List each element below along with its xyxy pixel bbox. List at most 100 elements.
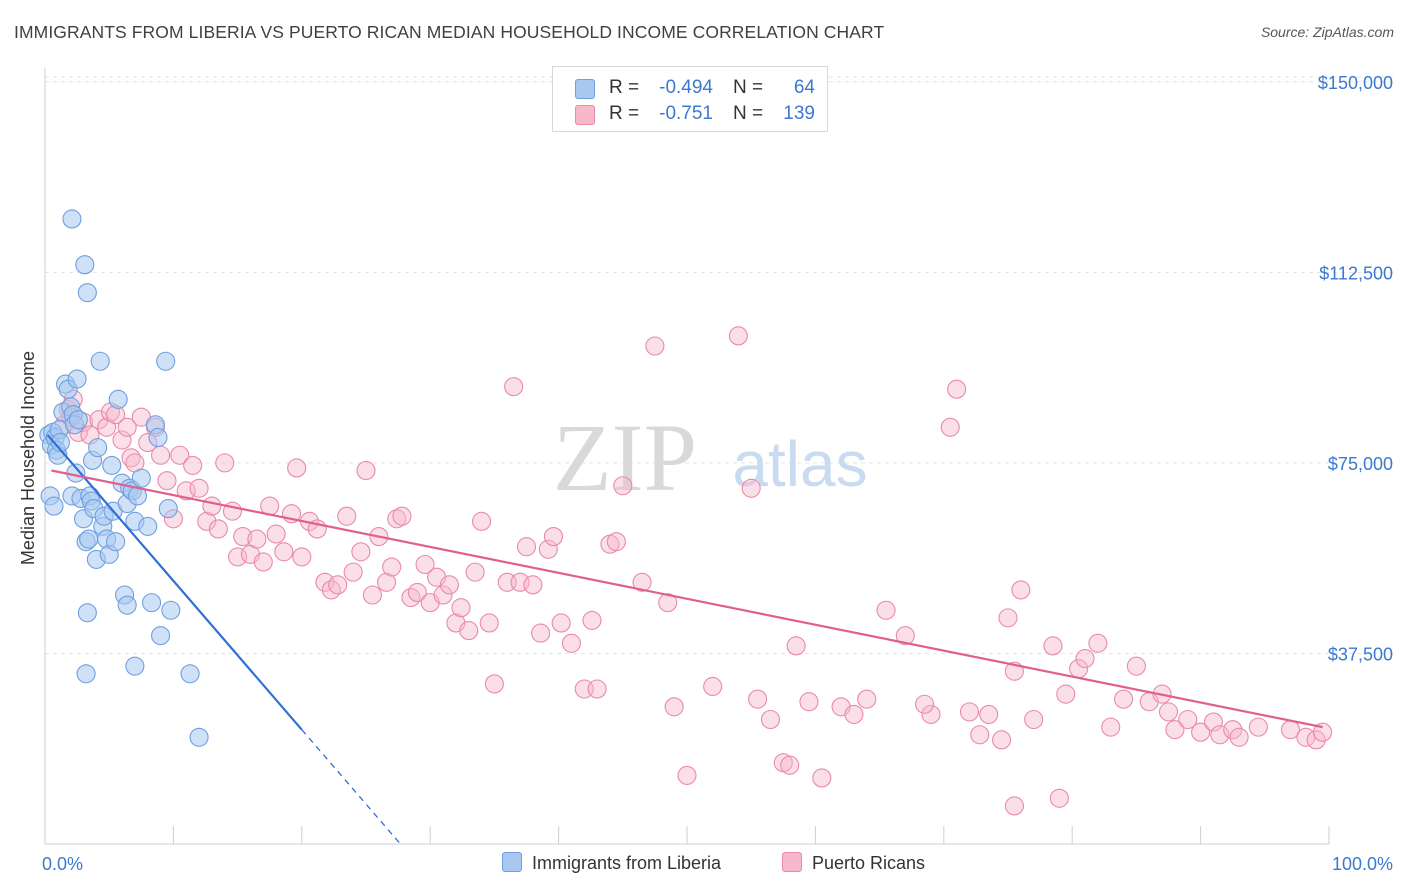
puerto-rican-point [543, 527, 564, 547]
liberia-legend-swatch [502, 852, 522, 872]
liberia-point [148, 427, 168, 448]
puerto-rican-point [582, 610, 602, 630]
r-label: R = [609, 103, 640, 124]
puerto-rican-point [921, 704, 941, 724]
puerto-rican-point [538, 539, 558, 559]
liberia-point [44, 496, 64, 516]
puerto-rican-point [439, 575, 460, 595]
r-value: -0.751 [659, 103, 713, 124]
puerto-rican-point [479, 613, 499, 633]
puerto-rican-point [382, 557, 402, 577]
puerto-rican-point [1229, 727, 1249, 747]
liberia-point [90, 351, 110, 371]
liberia-trend-line [46, 434, 303, 731]
data-points [39, 209, 1333, 816]
n-value: 64 [793, 77, 815, 98]
chart-title: IMMIGRANTS FROM LIBERIA VS PUERTO RICAN … [14, 22, 885, 42]
liberia-point [180, 664, 200, 684]
liberia-point [50, 433, 70, 453]
puerto-rican-point [1056, 684, 1076, 704]
puerto-rican-point [121, 448, 141, 468]
y-tick-label: $150,000 [1318, 73, 1393, 93]
puerto-rican-point [1203, 712, 1223, 732]
n-label: N = [733, 77, 764, 98]
puerto-rican-point [1043, 636, 1063, 656]
puerto-rican-point [947, 379, 967, 399]
source-label: Source: ZipAtlas.com [1260, 24, 1394, 40]
puerto-rican-point [748, 689, 768, 709]
puerto-rican-point [484, 674, 504, 694]
puerto-rican-point [1004, 796, 1024, 816]
liberia-point [189, 727, 209, 747]
trend-lines [46, 434, 1323, 845]
puerto-rican-point [1178, 709, 1198, 730]
puerto-rican-point [1011, 580, 1031, 600]
liberia-swatch [575, 79, 595, 99]
puerto-ricans-legend-label: Puerto Ricans [812, 853, 926, 873]
r-value: -0.494 [659, 77, 713, 98]
puerto-rican-point [613, 476, 633, 496]
liberia-point [79, 529, 99, 549]
legend-item-puerto-ricans: Puerto Ricans [782, 852, 925, 874]
liberia-legend-label: Immigrants from Liberia [532, 853, 722, 873]
puerto-ricans-legend-swatch [782, 852, 802, 872]
puerto-rican-point [606, 532, 626, 552]
puerto-rican-point [703, 676, 723, 697]
y-tick-label: $75,000 [1328, 454, 1393, 474]
puerto-rican-point [1049, 788, 1069, 808]
puerto-rican-point [587, 679, 607, 699]
puerto-rican-point [1248, 717, 1268, 737]
puerto-rican-point [208, 519, 228, 539]
liberia-point [77, 603, 97, 623]
legend-item-liberia: Immigrants from Liberia [502, 852, 721, 874]
liberia-point [75, 255, 95, 275]
puerto-rican-point [433, 585, 453, 605]
watermark: ZIP atlas [553, 404, 868, 511]
puerto-rican-point [247, 529, 267, 549]
puerto-rican-point [233, 527, 253, 547]
puerto-rican-point [197, 511, 217, 531]
puerto-rican-point [401, 587, 421, 608]
puerto-rican-point [266, 524, 286, 544]
r-label: R = [609, 77, 640, 98]
puerto-rican-point [392, 506, 412, 526]
puerto-rican-point [170, 445, 190, 465]
puerto-rican-point [645, 336, 665, 356]
puerto-rican-point [215, 453, 235, 473]
puerto-rican-point [376, 572, 397, 592]
puerto-rican-point [343, 562, 363, 582]
puerto-rican-point [561, 633, 581, 653]
x-tick-label-min: 0.0% [42, 854, 83, 874]
puerto-rican-point [351, 542, 371, 562]
puerto-rican-point [112, 430, 132, 450]
puerto-rican-point [914, 694, 935, 714]
puerto-rican-point [741, 478, 761, 498]
puerto-rican-point [1126, 656, 1146, 676]
puerto-rican-point [292, 547, 312, 567]
puerto-rican-point [328, 575, 348, 595]
puerto-rican-point [998, 608, 1018, 628]
puerto-rican-point [356, 460, 376, 481]
puerto-rican-point [151, 445, 171, 465]
y-tick-label: $37,500 [1328, 644, 1393, 664]
puerto-rican-point [970, 725, 990, 745]
puerto-rican-point [415, 554, 435, 575]
puerto-rican-point [1075, 648, 1095, 669]
puerto-rican-point [531, 623, 551, 643]
puerto-rican-point [189, 478, 209, 498]
puerto-rican-swatch [575, 105, 595, 125]
puerto-rican-point [664, 697, 684, 717]
liberia-point [138, 516, 158, 536]
puerto-rican-point [992, 730, 1012, 750]
puerto-rican-point [465, 562, 485, 582]
puerto-rican-point [117, 417, 137, 437]
y-tick-label: $112,500 [1319, 263, 1393, 283]
puerto-rican-point [337, 506, 357, 526]
liberia-point [77, 283, 97, 303]
liberia-point [102, 455, 122, 475]
y-axis-label: Median Household Income [18, 351, 38, 565]
puerto-rican-point [1114, 689, 1134, 709]
puerto-rican-point [1158, 702, 1179, 722]
x-tick-label-max: 100.0% [1332, 854, 1393, 874]
puerto-rican-point [1088, 633, 1108, 653]
